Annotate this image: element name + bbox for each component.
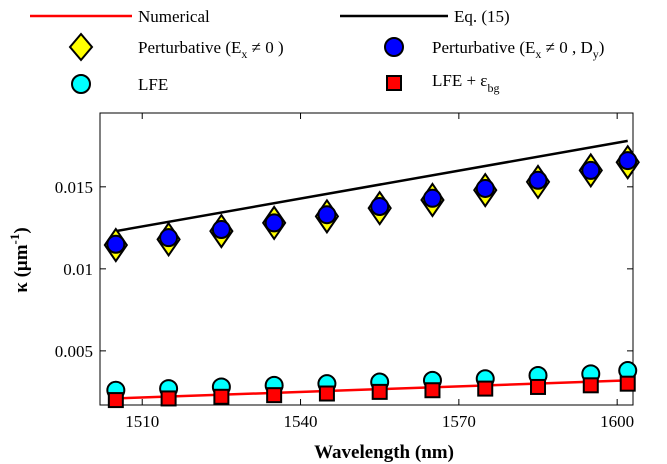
y-tick-label: 0.005 — [55, 342, 93, 361]
data-point-pertdy — [528, 170, 548, 190]
data-point-pertdy — [618, 151, 638, 171]
y-axis-title-exp: -1 — [7, 234, 22, 245]
legend-perturbative-dy-sub2: y — [593, 47, 599, 61]
legend-lfe-bg-sub: bg — [487, 81, 499, 95]
data-point-pertdy — [422, 188, 442, 208]
data-point-lfebg — [582, 377, 599, 394]
data-point-lfebg — [266, 387, 283, 404]
data-point-pertdy — [475, 178, 495, 198]
data-point-lfebg — [318, 385, 335, 402]
y-tick-label: 0.015 — [55, 178, 93, 197]
legend-label-lfe-bg: LFE + εbg — [432, 71, 499, 95]
x-axis-title: Wavelength (nm) — [314, 442, 454, 463]
legend-perturbative-tail: ≠ 0 ) — [247, 38, 283, 57]
legend-lfe-bg-main: LFE + ε — [432, 71, 487, 90]
data-point-pertdy — [159, 228, 179, 248]
data-point-lfebg — [619, 375, 636, 392]
x-tick-label: 1540 — [284, 412, 318, 431]
data-point-pertdy — [317, 205, 337, 225]
data-point-pertdy — [106, 234, 126, 254]
legend-perturbative-dy-tail2: ) — [599, 38, 605, 57]
data-point-pertdy — [264, 213, 284, 233]
series-line-eq15 — [115, 139, 628, 233]
data-point-lfebg — [371, 383, 388, 400]
legend-label-eq15: Eq. (15) — [454, 7, 510, 26]
legend-perturbative-dy-tail: ≠ 0 , D — [541, 38, 592, 57]
legend-perturbative-sub: x — [241, 47, 247, 61]
axes-box — [99, 112, 634, 406]
plot-area: 1510 1540 1570 1600 0.005 0.01 0.015 — [55, 112, 640, 431]
data-point-pertdy — [370, 197, 390, 217]
legend-perturbative-dy-main: Perturbative (E — [432, 38, 535, 57]
legend-marker-perturbative-dy — [384, 37, 404, 57]
legend-marker-perturbative — [68, 32, 94, 62]
data-point-lfebg — [477, 380, 494, 397]
legend-perturbative-main: Perturbative (E — [138, 38, 241, 57]
data-point-lfebg — [213, 388, 230, 405]
series-lines — [115, 139, 628, 400]
data-point-lfebg — [160, 390, 177, 407]
legend-label-perturbative: Perturbative (Ex ≠ 0 ) — [138, 38, 284, 61]
legend: Numerical Eq. (15) Perturbative (Ex ≠ 0 … — [30, 7, 604, 95]
data-point-pertdy — [581, 160, 601, 180]
data-point-pertdy — [211, 219, 231, 239]
data-point-lfebg — [530, 378, 547, 395]
legend-perturbative-dy-sub: x — [535, 47, 541, 61]
legend-label-lfe: LFE — [138, 75, 168, 94]
ticks: 1510 1540 1570 1600 0.005 0.01 0.015 — [55, 113, 634, 431]
legend-marker-lfe — [71, 74, 91, 94]
series-markers — [103, 144, 640, 409]
legend-marker-lfe-bg — [386, 75, 402, 91]
x-tick-label: 1510 — [125, 412, 159, 431]
x-tick-label: 1600 — [600, 412, 634, 431]
y-axis-title-tail: ) — [11, 227, 32, 233]
legend-label-perturbative-dy: Perturbative (Ex ≠ 0 , Dy) — [432, 38, 604, 61]
y-tick-label: 0.01 — [63, 260, 93, 279]
data-point-lfebg — [107, 392, 124, 409]
data-point-lfebg — [424, 382, 441, 399]
y-axis-title-main: κ (μm — [11, 244, 32, 292]
legend-label-numerical: Numerical — [138, 7, 210, 26]
y-axis-title: κ (μm-1) — [7, 227, 32, 292]
x-tick-label: 1570 — [442, 412, 476, 431]
